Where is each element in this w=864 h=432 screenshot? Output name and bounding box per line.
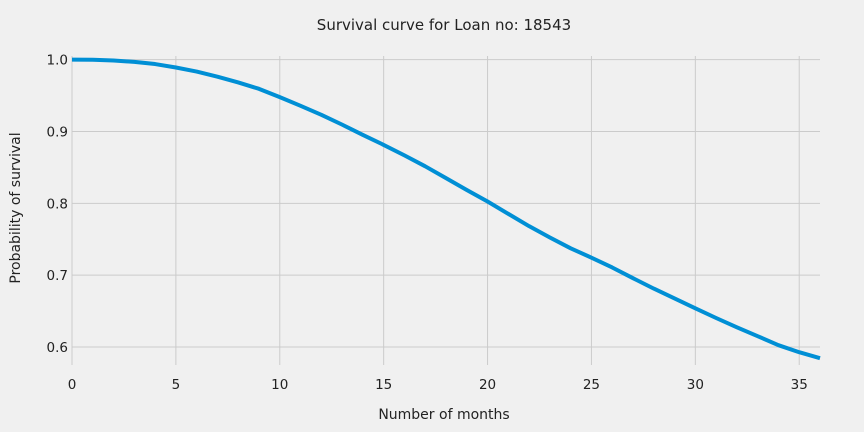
x-tick-label: 30 [687, 377, 704, 393]
y-tick-label: 0.9 [47, 124, 68, 140]
y-tick-label: 0.7 [47, 268, 68, 284]
y-tick-label: 0.8 [47, 196, 68, 212]
survival-line [71, 57, 821, 361]
x-tick-labels: 0 5 10 15 20 25 30 35 [68, 377, 808, 393]
horizontal-gridlines [72, 59, 820, 348]
y-axis-label: Probability of survival [8, 132, 24, 283]
y-tick-label: 0.6 [47, 340, 68, 356]
x-tick-label: 5 [172, 377, 181, 393]
survival-series [71, 57, 821, 361]
vertical-gridlines [71, 56, 800, 365]
x-tick-label: 10 [271, 377, 288, 393]
x-tick-label: 0 [68, 377, 77, 393]
chart-title: Survival curve for Loan no: 18543 [317, 16, 571, 34]
x-axis-label: Number of months [378, 407, 509, 423]
x-tick-label: 35 [791, 377, 808, 393]
y-tick-label: 1.0 [47, 53, 68, 69]
x-tick-label: 25 [583, 377, 600, 393]
y-tick-labels: 0.6 0.7 0.8 0.9 1.0 [47, 53, 68, 356]
x-tick-label: 20 [479, 377, 496, 393]
x-tick-label: 15 [375, 377, 392, 393]
